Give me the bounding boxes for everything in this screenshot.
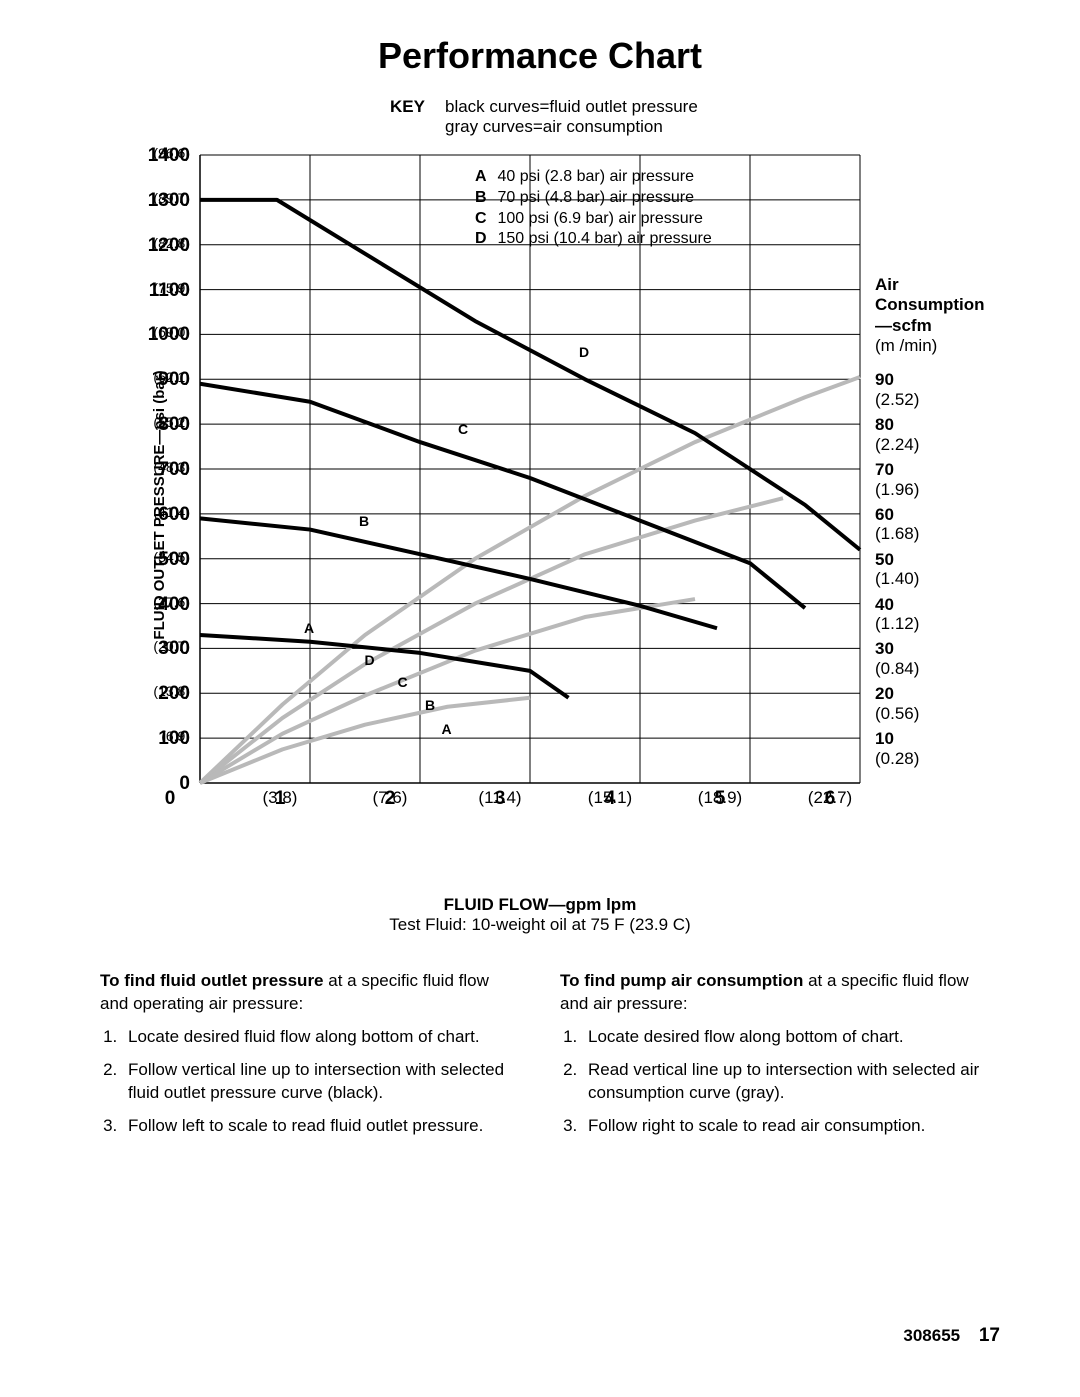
instruction-item: Follow left to scale to read fluid outle… — [122, 1115, 520, 1138]
instruction-item: Follow vertical line up to intersection … — [122, 1059, 520, 1105]
y-right-axis-header: Air Consumption —scfm (m /min) — [875, 275, 985, 357]
y-right-tick: 70(1.96) — [875, 460, 919, 499]
x-axis-label-bold: FLUID FLOW—gpm lpm — [80, 895, 1000, 915]
instr-right-lead-bold: To find pump air consumption — [560, 971, 803, 990]
y-right-tick: 20(0.56) — [875, 684, 919, 723]
curve-label-d: D — [365, 652, 375, 668]
curve-label-b: B — [359, 513, 369, 529]
y-right-tick: 80(2.24) — [875, 415, 919, 454]
chart-svg — [80, 145, 1000, 865]
curve-label-a: A — [442, 721, 452, 737]
curve-label-b: B — [425, 697, 435, 713]
curve-label-a: A — [304, 620, 314, 636]
curve-label-c: C — [458, 421, 468, 437]
y-right-tick: 60(1.68) — [875, 505, 919, 544]
instruction-item: Follow right to scale to read air consum… — [582, 1115, 980, 1138]
y-right-tick: 10(0.28) — [875, 729, 919, 768]
legend-row: C 100 psi (6.9 bar) air pressure — [475, 209, 712, 230]
y-right-tick: 50(1.40) — [875, 550, 919, 589]
y-right-tick: 90(2.52) — [875, 370, 919, 409]
instruction-item: Locate desired fluid flow along bottom o… — [122, 1026, 520, 1049]
page-footer: 308655 17 — [903, 1325, 1000, 1347]
legend-row: B 70 psi (4.8 bar) air pressure — [475, 188, 712, 209]
x-axis-label: FLUID FLOW—gpm lpm Test Fluid: 10-weight… — [80, 895, 1000, 935]
y-right-tick: 30(0.84) — [875, 639, 919, 678]
legend-row: D 150 psi (10.4 bar) air pressure — [475, 229, 712, 250]
page-number: 17 — [979, 1325, 1000, 1346]
performance-chart: FLUID OUTLET PRESSURE—psi (bar) 0100(6.9… — [80, 145, 1000, 865]
legend-row: A 40 psi (2.8 bar) air pressure — [475, 167, 712, 188]
instr-left-lead-bold: To find fluid outlet pressure — [100, 971, 324, 990]
page-title: Performance Chart — [80, 35, 1000, 77]
air-label-sub: (m /min) — [875, 336, 985, 356]
air-label-2: Consumption — [875, 295, 985, 315]
instruction-item: Locate desired flow along bottom of char… — [582, 1026, 980, 1049]
instructions-left: To find fluid outlet pressure at a speci… — [100, 970, 520, 1148]
doc-number: 308655 — [903, 1326, 960, 1345]
air-label-3: —scfm — [875, 316, 985, 336]
curve-label-c: C — [398, 674, 408, 690]
instructions-right: To find pump air consumption at a specif… — [560, 970, 980, 1148]
instruction-item: Read vertical line up to intersection wi… — [582, 1059, 980, 1105]
y-right-tick: 40(1.12) — [875, 595, 919, 634]
key-line2: gray curves=air consumption — [445, 117, 663, 136]
chart-legend: A 40 psi (2.8 bar) air pressureB 70 psi … — [475, 167, 712, 250]
key-line1: black curves=fluid outlet pressure — [445, 97, 698, 116]
x-axis-label-sub: Test Fluid: 10-weight oil at 75 F (23.9 … — [80, 915, 1000, 935]
air-label-1: Air — [875, 275, 985, 295]
key-label: KEY — [390, 97, 445, 117]
chart-key: KEYblack curves=fluid outlet pressure gr… — [390, 97, 1000, 137]
curve-label-d: D — [579, 344, 589, 360]
